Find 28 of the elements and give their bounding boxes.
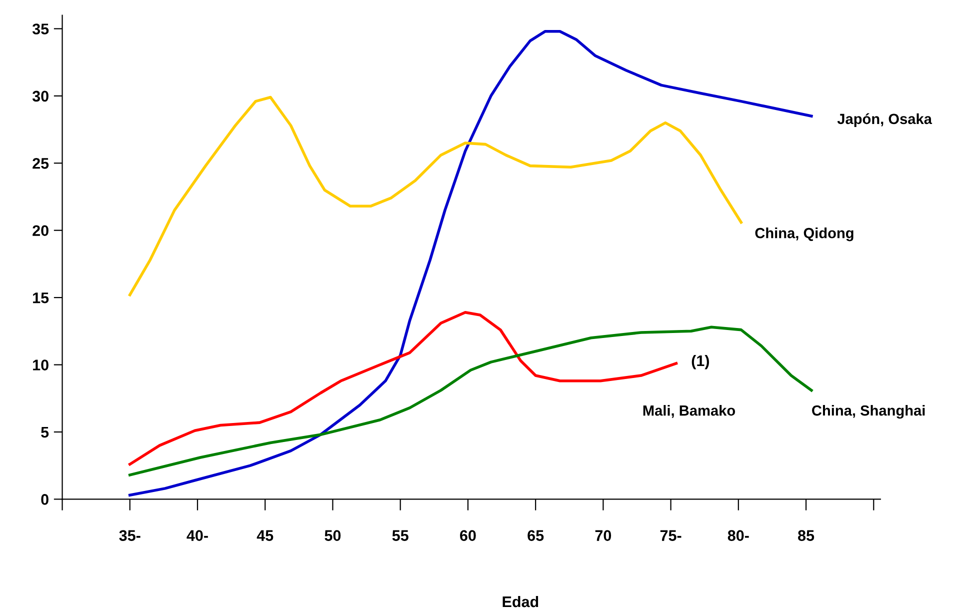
x-tick-label: 70: [595, 530, 612, 541]
x-tick-label: 65: [528, 530, 544, 541]
x-tick-label: 50: [324, 530, 341, 541]
line-series: [128, 96, 743, 296]
x-axis-title: Edad: [502, 596, 538, 608]
y-tick-label: 5: [41, 427, 49, 438]
series-label: Japón, Osaka: [837, 113, 932, 127]
x-tick-label: 60: [460, 530, 476, 541]
y-tick-label: 15: [33, 292, 49, 304]
text: Mali, Bamako: [643, 405, 736, 418]
x-tick-label: 75-: [660, 530, 682, 541]
line-series: [128, 310, 678, 466]
x-tick-label: 45: [256, 530, 274, 541]
x-tick-label: 40-: [186, 530, 208, 541]
y-tick-label: 35: [32, 24, 49, 34]
y-tick-label: 0: [41, 494, 48, 505]
x-tick-label: 55: [392, 530, 408, 541]
y-tick-label: 20: [32, 225, 48, 236]
y-tick-label: 25: [32, 158, 49, 169]
x-tick-label: 35-: [119, 530, 140, 541]
series-label: China, Shanghai: [812, 404, 925, 419]
x-tick-label: 80-: [728, 530, 749, 541]
series-label: China, Qidong: [755, 228, 854, 242]
x-tick-label: 85: [798, 530, 814, 541]
y-tick-label: 30: [32, 90, 48, 102]
y-tick-label: 10: [33, 360, 48, 370]
annotation: (1): [692, 354, 709, 370]
line-series: [128, 326, 813, 476]
